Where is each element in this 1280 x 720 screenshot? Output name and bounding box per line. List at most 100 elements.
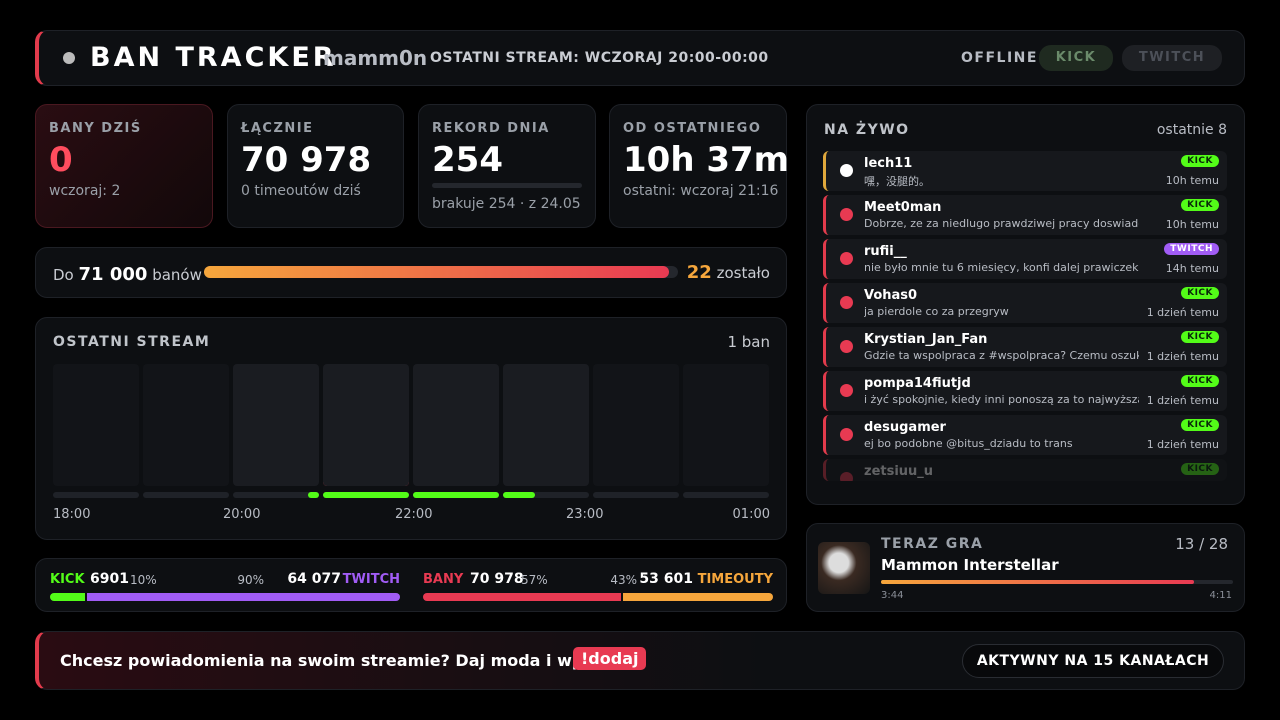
status-icon bbox=[840, 340, 853, 353]
goal-remaining: 22 zostało bbox=[687, 262, 770, 283]
stream-column bbox=[323, 364, 409, 486]
split-left-bar bbox=[423, 593, 621, 601]
channels[interactable]: AKTYWNY NA 15 KANAŁACH bbox=[962, 644, 1224, 678]
goal-fill bbox=[204, 266, 669, 278]
goal-suffix: banów bbox=[152, 266, 202, 284]
stream-track bbox=[593, 492, 679, 498]
live-item: lech11 嘿，没腿的。 KICK 10h temu bbox=[823, 151, 1227, 191]
status-icon bbox=[840, 296, 853, 309]
cover-art bbox=[818, 542, 870, 594]
title: BAN TRACKER bbox=[90, 42, 337, 73]
stream-column bbox=[503, 364, 589, 486]
stream-title: OSTATNI STREAM bbox=[53, 334, 211, 350]
split-left-pct: 10% bbox=[130, 573, 157, 587]
platform-tag: KICK bbox=[1181, 199, 1219, 211]
stat-sub: wczoraj: 2 bbox=[49, 183, 121, 199]
np-title: TERAZ GRA bbox=[881, 536, 984, 552]
live-item: Vohas0 ja pierdole co za przegryw KICK 1 dz… bbox=[823, 283, 1227, 323]
status-icon bbox=[840, 428, 853, 441]
message: ej bo podobne @bitus_dziadu to trans bbox=[864, 437, 1073, 450]
platform-tag: KICK bbox=[1181, 155, 1219, 167]
time: 10h temu bbox=[1165, 218, 1219, 231]
time-label: 01:00 bbox=[732, 507, 770, 522]
status-icon bbox=[840, 208, 853, 221]
stat-card bbox=[418, 104, 596, 228]
live-subtitle: ostatnie 8 bbox=[1156, 122, 1227, 138]
stat-card bbox=[227, 104, 404, 228]
split-panel bbox=[35, 558, 787, 612]
live-item: zetsiuu_u KICK bbox=[823, 459, 1227, 481]
username: desugamer bbox=[864, 420, 946, 435]
message: nie było mnie tu 6 miesięcy, konfi dalej… bbox=[864, 261, 1139, 274]
stream-track bbox=[53, 492, 139, 498]
stat-label: OD OSTATNIEGO bbox=[623, 121, 762, 136]
message: Gdzie ta wspolpraca z #wspolpraca? Czemu… bbox=[864, 349, 1139, 362]
stat-label: BANY DZIŚ bbox=[49, 121, 142, 136]
time-label: 22:00 bbox=[395, 507, 433, 522]
split-right-value: 53 601 bbox=[639, 571, 693, 587]
live-item: pompa14fiutjd i żyć spokojnie, kiedy inni… bbox=[823, 371, 1227, 411]
message: i żyć spokojnie, kiedy inni ponoszą za t… bbox=[864, 393, 1139, 406]
message: 嘿，没腿的。 bbox=[864, 175, 930, 188]
username: rufii__ bbox=[864, 244, 907, 259]
live-item: Meet0man Dobrze, ze za niedlugo prawdziwe… bbox=[823, 195, 1227, 235]
split-right-label: TIMEOUTY bbox=[697, 572, 773, 587]
time: 1 dzień temu bbox=[1146, 306, 1219, 319]
goal-target: 71 000 bbox=[78, 264, 148, 285]
kick-pill[interactable]: KICK bbox=[1039, 45, 1113, 71]
stream-column bbox=[233, 364, 319, 486]
stream-column bbox=[413, 364, 499, 486]
platform-tag: KICK bbox=[1181, 287, 1219, 299]
stat-sub: 0 timeoutów dziś bbox=[241, 183, 361, 199]
stream-count: 1 ban bbox=[727, 333, 770, 351]
platform-tag: KICK bbox=[1181, 375, 1219, 387]
np-position: 13 / 28 bbox=[1175, 535, 1228, 553]
split-right-bar bbox=[623, 593, 773, 601]
stream-column bbox=[683, 364, 769, 486]
time-label: 18:00 bbox=[53, 507, 91, 522]
remaining-value: 22 bbox=[686, 262, 712, 283]
command[interactable]: !dodaj bbox=[573, 647, 647, 670]
username: Vohas0 bbox=[864, 288, 918, 303]
split-left-label: KICK bbox=[50, 572, 85, 587]
stream-track bbox=[683, 492, 769, 498]
activity-segment bbox=[503, 492, 535, 498]
split-right-label: TWITCH bbox=[342, 572, 400, 587]
stream-column bbox=[143, 364, 229, 486]
time: 14h temu bbox=[1165, 262, 1219, 275]
split-left-label: BANY bbox=[423, 572, 464, 587]
username: Krystian_Jan_Fan bbox=[864, 332, 988, 347]
stream-column bbox=[593, 364, 679, 486]
activity-segment bbox=[308, 492, 319, 498]
message: Dobrze, ze za niedlugo prawdziwej pracy … bbox=[864, 217, 1139, 230]
split-right-bar bbox=[87, 593, 400, 601]
record-track bbox=[432, 183, 582, 188]
status-icon bbox=[840, 472, 853, 481]
time: 1 dzień temu bbox=[1146, 394, 1219, 407]
platform-tag: KICK bbox=[1181, 463, 1219, 475]
split-left-value: 6901 bbox=[90, 571, 129, 587]
twitch-pill[interactable]: TWITCH bbox=[1122, 45, 1222, 71]
live-title: NA ŻYWO bbox=[824, 122, 910, 138]
time: 1 dzień temu bbox=[1146, 438, 1219, 451]
split-right-pct: 43% bbox=[610, 573, 637, 587]
time: 10h temu bbox=[1165, 174, 1219, 187]
stat-card bbox=[35, 104, 213, 228]
np-progress bbox=[881, 580, 1194, 584]
username: pompa14fiutjd bbox=[864, 376, 971, 391]
stat-card bbox=[609, 104, 787, 228]
stat-sub: ostatni: wczoraj 21:16 bbox=[623, 183, 779, 199]
platform-tag: KICK bbox=[1181, 331, 1219, 343]
status-dot bbox=[63, 52, 75, 64]
stat-value: 70 978 bbox=[241, 140, 372, 180]
split-left-pct: 57% bbox=[521, 573, 548, 587]
stream-column bbox=[53, 364, 139, 486]
stat-label: REKORD DNIA bbox=[432, 121, 550, 136]
goal-prefix: Do bbox=[53, 266, 74, 284]
stat-sub: brakuje 254 · z 24.05 bbox=[432, 196, 581, 212]
split-left-bar bbox=[50, 593, 85, 601]
stat-label: ŁĄCZNIE bbox=[241, 121, 314, 136]
time-label: 23:00 bbox=[566, 507, 604, 522]
live-item: Krystian_Jan_Fan Gdzie ta wspolpraca z #w… bbox=[823, 327, 1227, 367]
